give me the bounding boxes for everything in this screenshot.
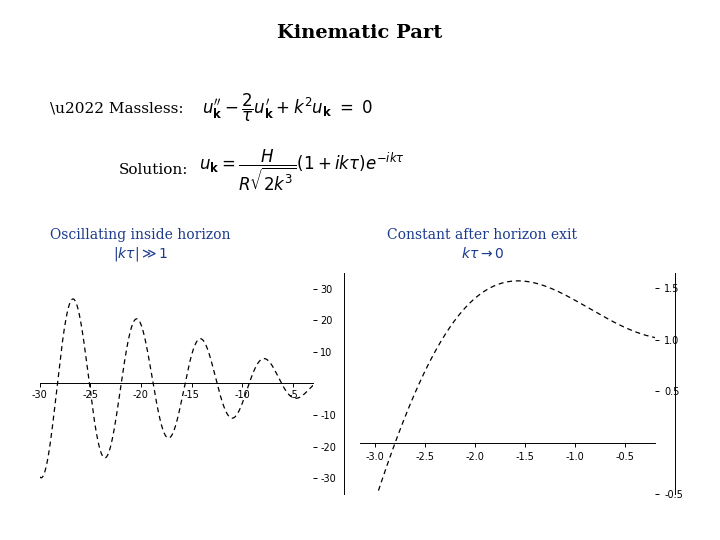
- Text: Kinematic Part: Kinematic Part: [277, 24, 443, 42]
- Text: Oscillating inside horizon: Oscillating inside horizon: [50, 228, 230, 242]
- Text: Constant after horizon exit: Constant after horizon exit: [387, 228, 577, 242]
- Text: Solution:: Solution:: [119, 163, 189, 177]
- Text: $u_{\mathbf{k}}^{\prime\prime} - \dfrac{2}{\tau}u_{\mathbf{k}}^{\prime} + k^2 u_: $u_{\mathbf{k}}^{\prime\prime} - \dfrac{…: [202, 92, 374, 124]
- Text: $|k\tau| \gg 1$: $|k\tau| \gg 1$: [113, 245, 168, 263]
- Text: $k\tau \rightarrow 0$: $k\tau \rightarrow 0$: [461, 246, 504, 261]
- Text: \u2022 Massless:: \u2022 Massless:: [50, 101, 184, 115]
- Text: $u_{\mathbf{k}} = \dfrac{H}{R\sqrt{2k^3}}(1 + ik\tau)e^{-ik\tau}$: $u_{\mathbf{k}} = \dfrac{H}{R\sqrt{2k^3}…: [199, 147, 405, 193]
